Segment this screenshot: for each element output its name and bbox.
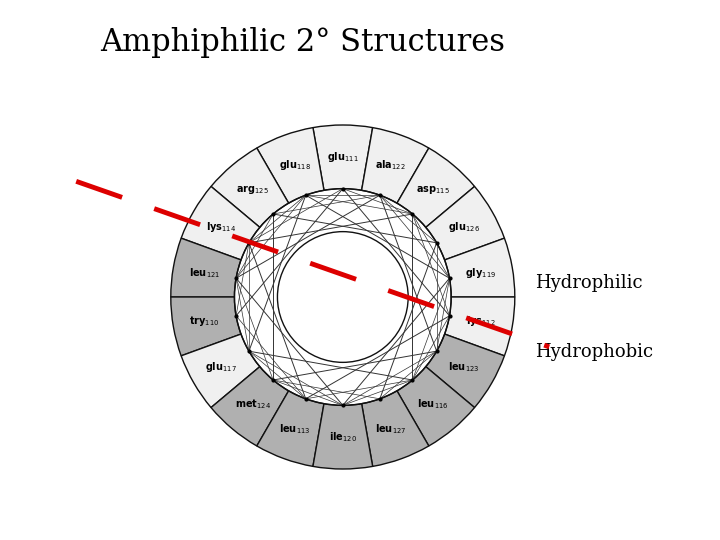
Text: lys$_{112}$: lys$_{112}$ — [466, 314, 496, 328]
Text: glu$_{117}$: glu$_{117}$ — [205, 360, 238, 374]
Text: leu$_{121}$: leu$_{121}$ — [189, 266, 220, 280]
Wedge shape — [211, 148, 289, 227]
Text: glu$_{118}$: glu$_{118}$ — [279, 158, 311, 172]
Wedge shape — [426, 334, 505, 408]
Text: leu$_{113}$: leu$_{113}$ — [279, 422, 310, 436]
Text: lys$_{114}$: lys$_{114}$ — [206, 220, 237, 234]
Text: Hydrophilic: Hydrophilic — [536, 274, 643, 292]
Text: try$_{110}$: try$_{110}$ — [189, 314, 220, 328]
Text: asp$_{115}$: asp$_{115}$ — [416, 184, 450, 195]
Wedge shape — [257, 391, 324, 467]
Text: met$_{124}$: met$_{124}$ — [235, 397, 271, 411]
Wedge shape — [171, 297, 241, 356]
Text: leu$_{123}$: leu$_{123}$ — [449, 360, 480, 374]
Text: arg$_{125}$: arg$_{125}$ — [236, 183, 269, 196]
Text: ala$_{122}$: ala$_{122}$ — [375, 158, 406, 172]
Wedge shape — [361, 127, 429, 203]
Wedge shape — [257, 127, 324, 203]
Wedge shape — [426, 186, 505, 260]
Circle shape — [277, 232, 408, 362]
Wedge shape — [397, 367, 474, 446]
Text: Hydrophobic: Hydrophobic — [536, 343, 654, 361]
Text: gly$_{119}$: gly$_{119}$ — [465, 266, 497, 280]
Wedge shape — [397, 148, 474, 227]
Text: leu$_{116}$: leu$_{116}$ — [417, 397, 449, 411]
Text: glu$_{111}$: glu$_{111}$ — [327, 150, 359, 164]
Wedge shape — [181, 334, 260, 408]
Text: ile$_{120}$: ile$_{120}$ — [329, 430, 357, 444]
Text: glu$_{126}$: glu$_{126}$ — [449, 220, 480, 234]
Text: leu$_{127}$: leu$_{127}$ — [375, 422, 407, 436]
Wedge shape — [361, 391, 429, 467]
Wedge shape — [445, 238, 515, 297]
Wedge shape — [171, 238, 241, 297]
Text: Amphiphilic 2° Structures: Amphiphilic 2° Structures — [100, 27, 505, 58]
Wedge shape — [313, 125, 373, 190]
Wedge shape — [313, 404, 373, 469]
Wedge shape — [211, 367, 289, 446]
Wedge shape — [181, 186, 260, 260]
Wedge shape — [445, 297, 515, 356]
